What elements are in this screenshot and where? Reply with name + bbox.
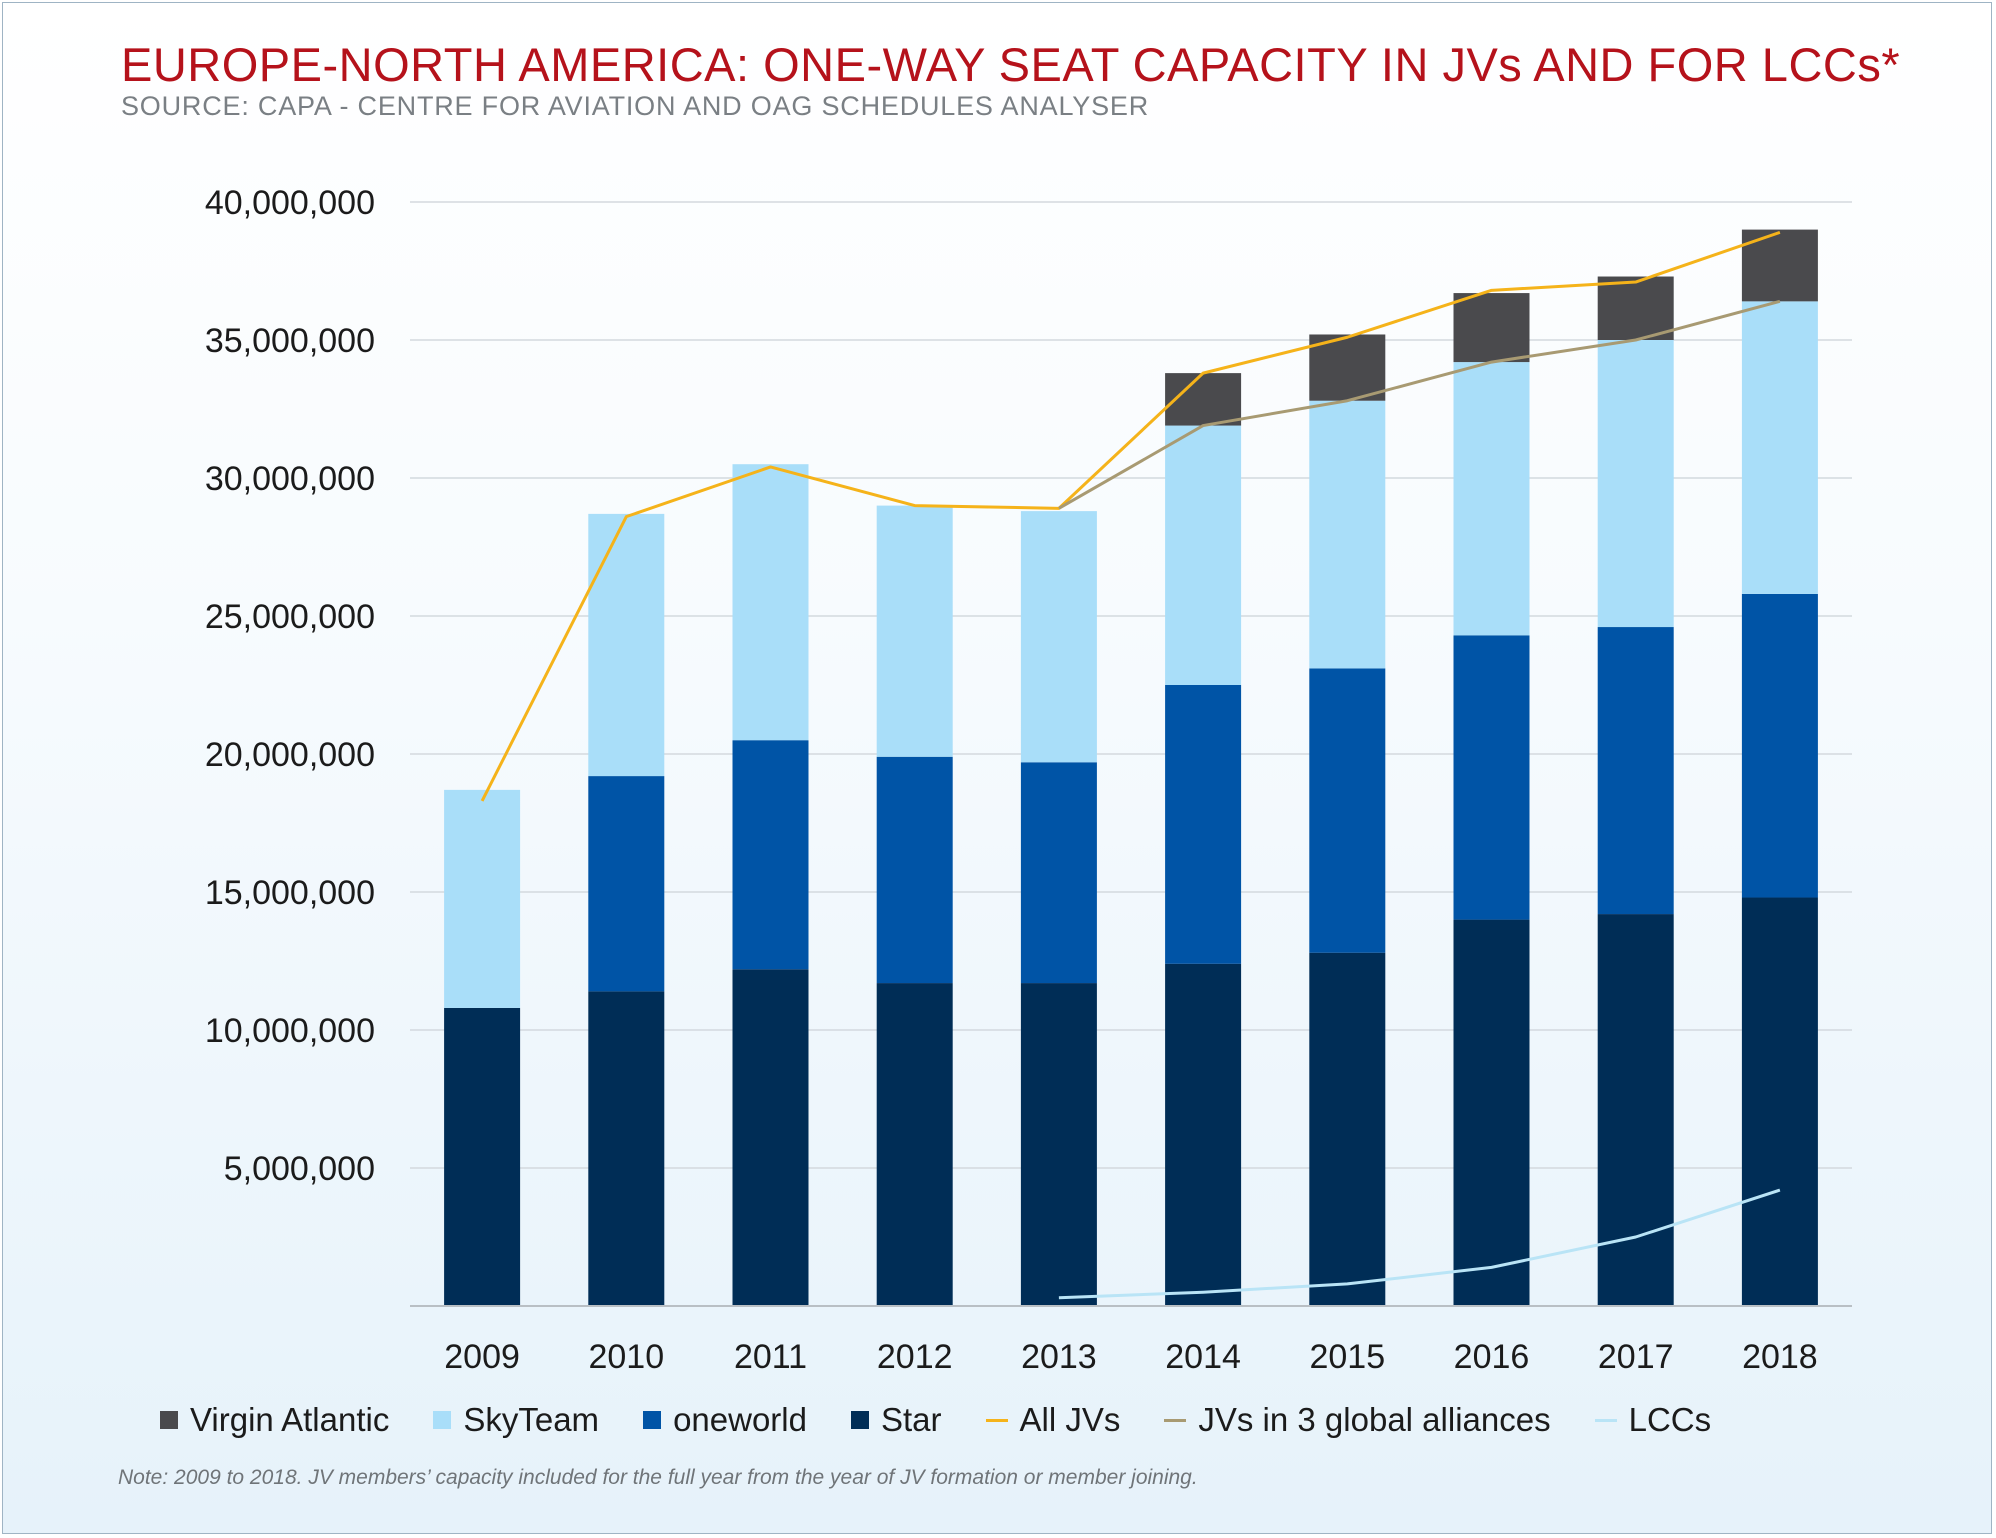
y-tick-label: 40,000,000: [205, 184, 375, 222]
chart-note: Note: 2009 to 2018. JV members’ capacity…: [118, 1466, 1198, 1489]
legend-item: All JVs: [985, 1401, 1121, 1439]
legend-label: SkyTeam: [463, 1401, 600, 1438]
legend-line-marker: [1594, 1418, 1617, 1422]
y-tick-label: 10,000,000: [205, 1012, 375, 1050]
bar-oneworld: [732, 740, 809, 970]
bar-oneworld: [1453, 635, 1530, 920]
legend-label: LCCs: [1628, 1401, 1712, 1438]
legend-swatch: [850, 1411, 869, 1429]
bar-skyteam: [876, 505, 953, 757]
legend-swatch: [643, 1411, 662, 1429]
bar-oneworld: [1020, 762, 1097, 984]
y-tick-label: 25,000,000: [205, 598, 375, 636]
bar-star: [876, 983, 953, 1306]
legend-swatch: [160, 1411, 178, 1429]
x-tick-label: 2014: [1165, 1338, 1241, 1376]
x-tick-label: 2018: [1742, 1338, 1818, 1376]
bar-star: [1020, 983, 1097, 1306]
bar-star: [1741, 897, 1818, 1306]
bar-star: [1165, 963, 1242, 1306]
bar-star: [588, 991, 665, 1306]
legend-item: SkyTeam: [433, 1401, 599, 1439]
line-lccs: [1058, 1188, 1781, 1300]
x-tick-label: 2015: [1309, 1338, 1385, 1376]
x-tick-label: 2010: [588, 1338, 664, 1376]
y-tick-label: 30,000,000: [205, 460, 375, 498]
legend-swatch: [433, 1411, 452, 1429]
bar-star: [1453, 919, 1530, 1306]
x-tick-label: 2012: [877, 1338, 953, 1376]
bar-oneworld: [1165, 685, 1242, 964]
bar-skyteam: [1309, 400, 1386, 669]
legend-item: Star: [850, 1401, 942, 1439]
bar-oneworld: [1309, 668, 1386, 953]
bar-oneworld: [1741, 593, 1818, 898]
y-tick-label: 15,000,000: [205, 874, 375, 912]
y-tick-label: 20,000,000: [205, 736, 375, 774]
chart-source: SOURCE: CAPA - CENTRE FOR AVIATION AND O…: [121, 91, 1150, 121]
bar-star: [732, 969, 809, 1306]
y-tick-label: 35,000,000: [205, 322, 375, 360]
line-jvs-in-3-global-alliances: [1058, 299, 1781, 510]
bar-skyteam: [1597, 340, 1674, 628]
legend-label: oneworld: [673, 1401, 807, 1438]
bar-skyteam: [732, 464, 809, 741]
legend-item: JVs in 3 global alliances: [1164, 1401, 1551, 1439]
legend-line-marker: [985, 1418, 1008, 1422]
chart-title: EUROPE-NORTH AMERICA: ONE-WAY SEAT CAPAC…: [121, 38, 1901, 91]
chart-legend: Virgin Atlantic SkyTeam oneworld Star All JV…: [160, 1396, 1755, 1444]
legend-item: oneworld: [643, 1401, 807, 1439]
bar-virgin-atlantic: [1165, 373, 1242, 426]
bar-star: [444, 1007, 521, 1306]
bar-oneworld: [588, 776, 665, 992]
bar-virgin-atlantic: [1453, 293, 1530, 363]
bar-virgin-atlantic: [1309, 334, 1386, 401]
bar-oneworld: [1597, 627, 1674, 915]
legend-line-marker: [1164, 1418, 1187, 1422]
x-tick-label: 2013: [1021, 1338, 1097, 1376]
bar-skyteam: [444, 789, 521, 1008]
bar-star: [1309, 952, 1386, 1306]
bar-skyteam: [1453, 362, 1530, 636]
legend-label: Virgin Atlantic: [190, 1401, 390, 1438]
bar-skyteam: [1165, 425, 1242, 685]
line-all-jvs: [480, 230, 1781, 802]
bar-skyteam: [1020, 511, 1097, 763]
bar-skyteam: [1741, 301, 1818, 594]
x-tick-label: 2017: [1598, 1338, 1674, 1376]
x-tick-label: 2016: [1454, 1338, 1530, 1376]
legend-label: All JVs: [1019, 1401, 1121, 1438]
bar-skyteam: [588, 513, 665, 777]
legend-label: JVs in 3 global alliances: [1198, 1401, 1551, 1438]
bar-star: [1597, 914, 1674, 1306]
x-tick-label: 2009: [444, 1338, 520, 1376]
legend-label: Star: [880, 1401, 942, 1438]
bar-virgin-atlantic: [1597, 276, 1674, 340]
legend-item: LCCs: [1594, 1401, 1712, 1439]
x-tick-label: 2011: [734, 1338, 807, 1376]
y-tick-label: 5,000,000: [224, 1150, 375, 1188]
bar-oneworld: [876, 756, 953, 984]
legend-item: Virgin Atlantic: [160, 1401, 389, 1439]
